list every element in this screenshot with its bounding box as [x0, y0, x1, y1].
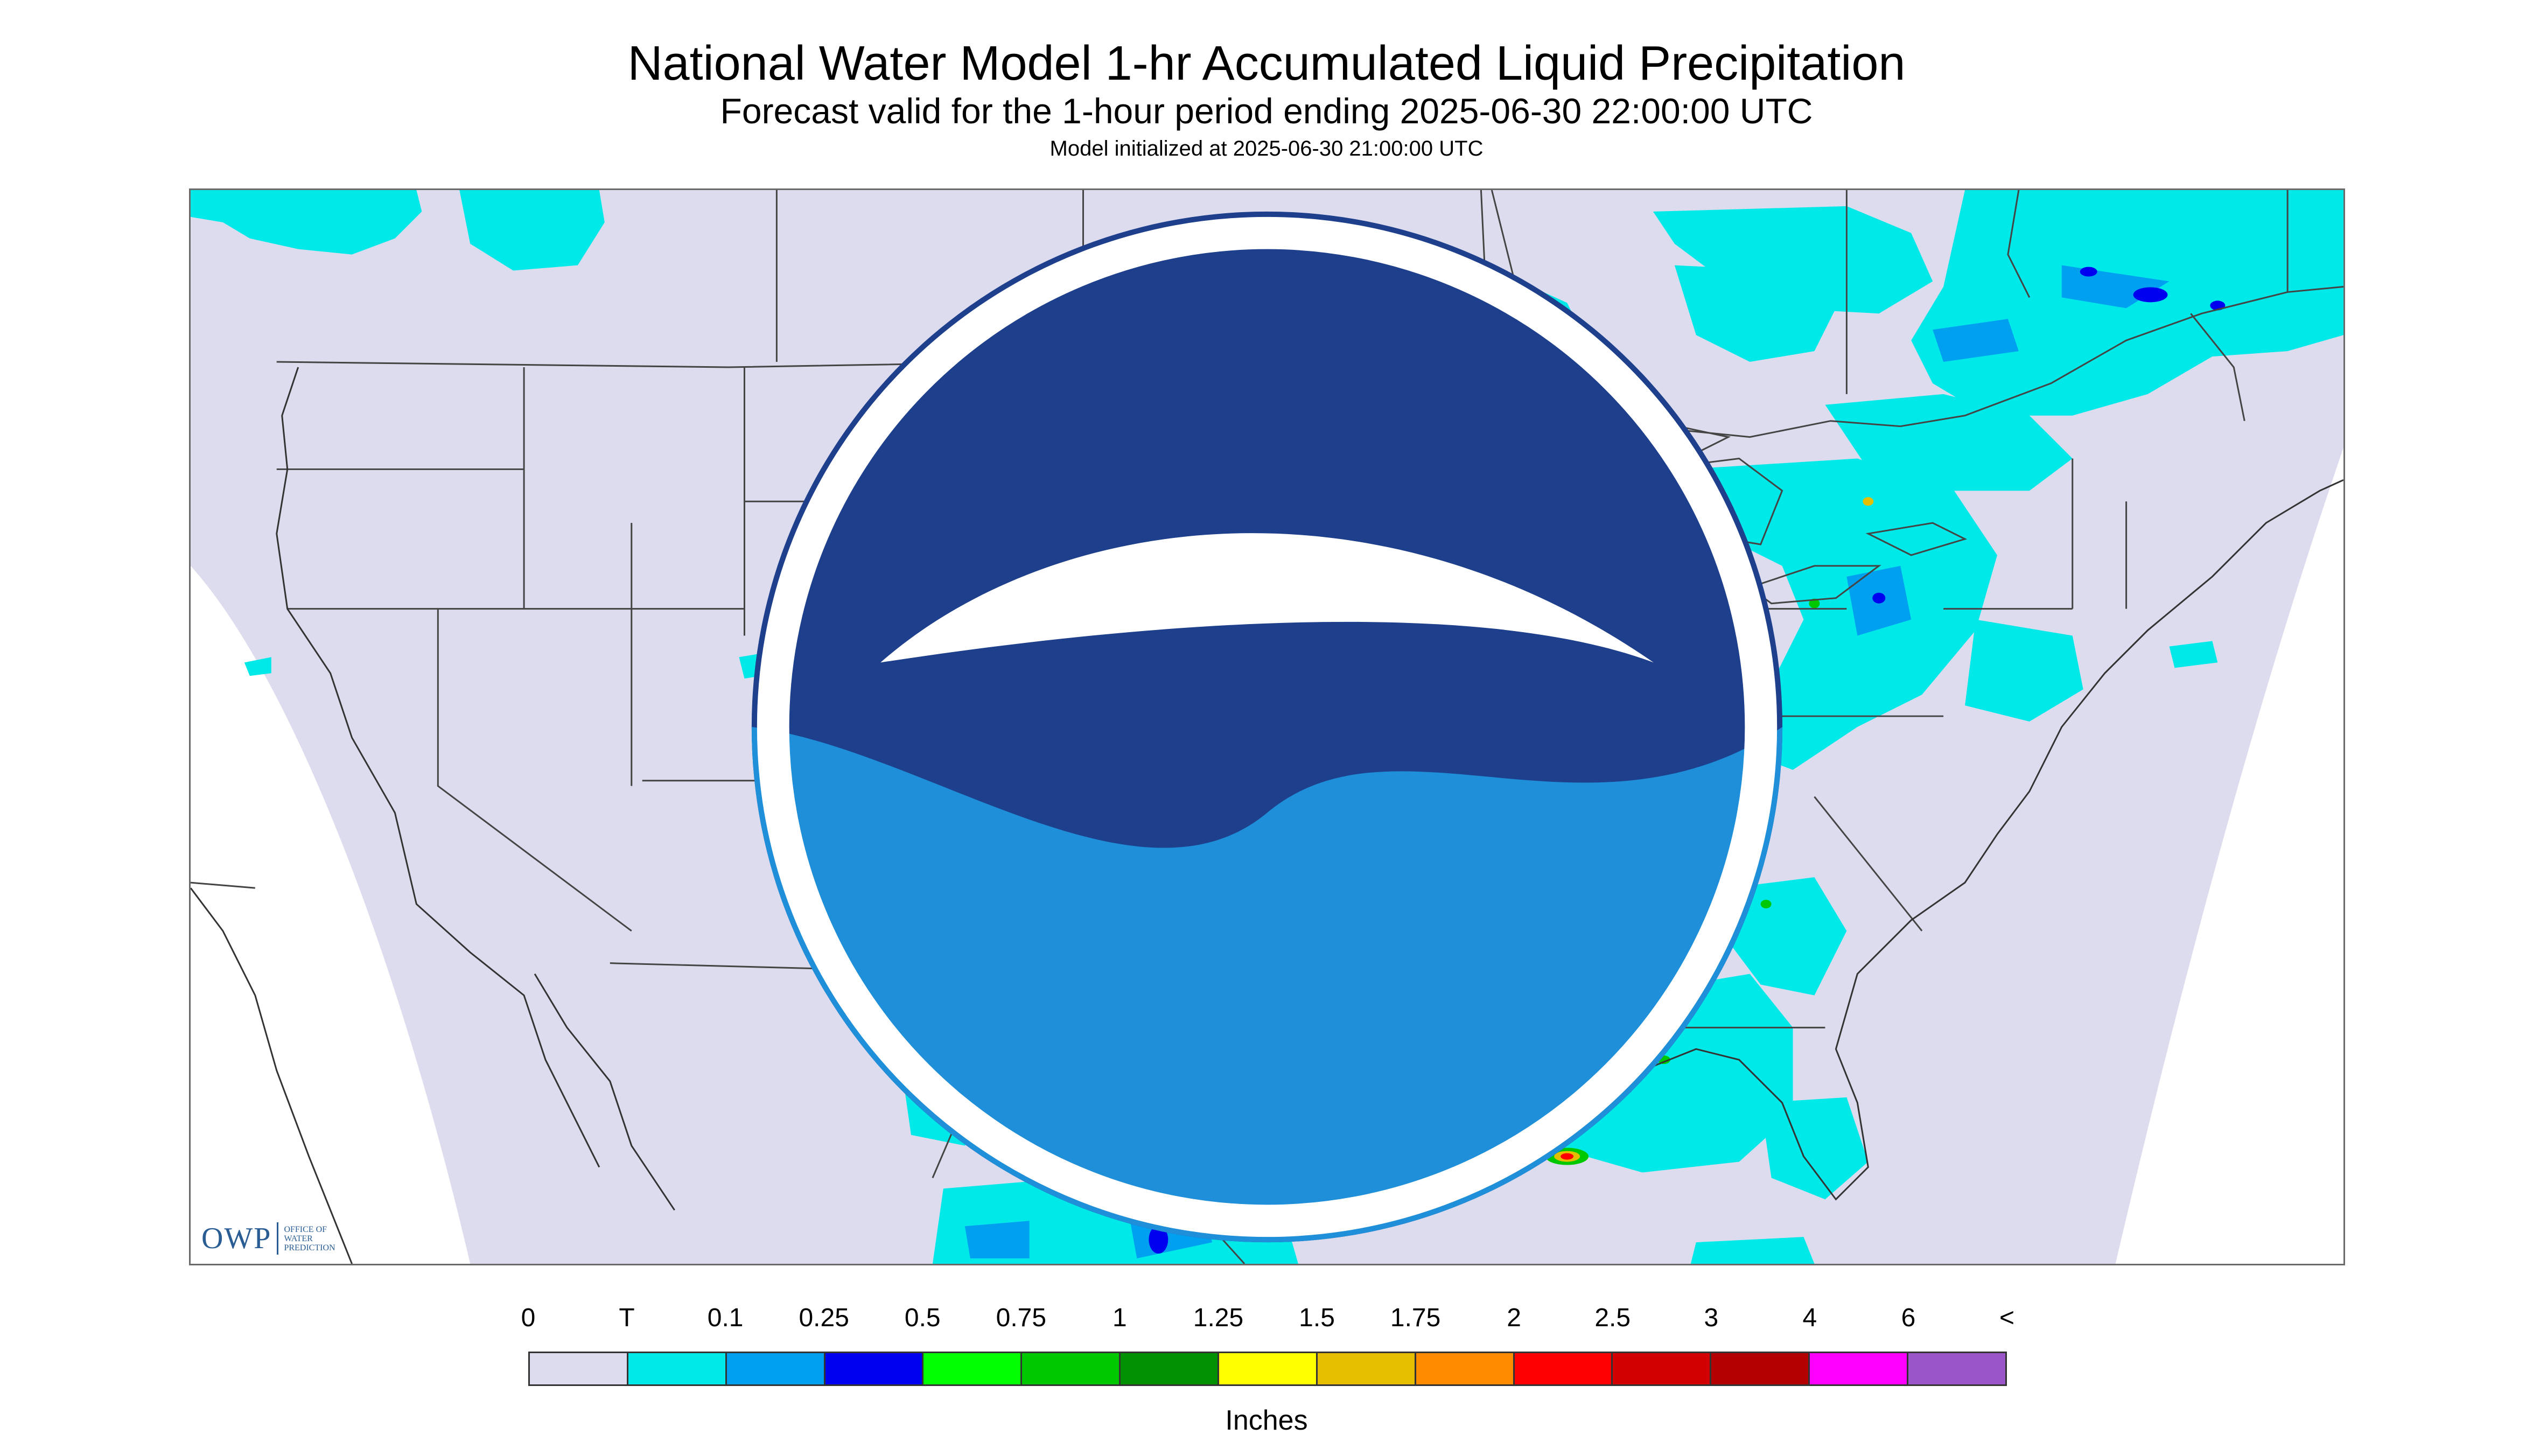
legend-color-cell: [1514, 1353, 1613, 1384]
legend-label: 0.25: [799, 1304, 849, 1332]
owp-logo-line: Prediction: [284, 1243, 335, 1252]
owp-logo-text: Office of Water Prediction: [284, 1225, 335, 1252]
noaa-icon: [751, 211, 1783, 1243]
legend-label: 0.75: [996, 1304, 1047, 1332]
legend-color-cell: [530, 1353, 628, 1384]
precipitation-map: OWP Office of Water Prediction: [189, 188, 2345, 1265]
legend-color-cell: [1121, 1353, 1220, 1384]
legend-color-cell: [923, 1353, 1023, 1384]
legend-colorbar: [528, 1352, 2007, 1386]
legend-label: 0.1: [707, 1304, 744, 1332]
forecast-valid-subtitle: Forecast valid for the 1-hour period end…: [720, 91, 1813, 131]
legend-label: 0: [521, 1304, 536, 1332]
legend-color-cell: [1317, 1353, 1416, 1384]
legend-color-cell: [1810, 1353, 1909, 1384]
legend-color-cell: [1416, 1353, 1515, 1384]
owp-logo-mark: OWP: [201, 1222, 279, 1255]
legend-color-cell: [1613, 1353, 1712, 1384]
legend-label: 2: [1507, 1304, 1522, 1332]
legend-label: 1.25: [1193, 1304, 1244, 1332]
model-init-line: Model initialized at 2025-06-30 21:00:00…: [1049, 137, 1484, 160]
legend-label: 1.75: [1390, 1304, 1441, 1332]
legend-color-cell: [1219, 1353, 1318, 1384]
legend-color-cell: [825, 1353, 924, 1384]
map-title: National Water Model 1-hr Accumulated Li…: [627, 37, 1906, 90]
legend-label: 2.5: [1594, 1304, 1631, 1332]
legend-units: Inches: [1225, 1405, 1308, 1436]
legend-label: 4: [1802, 1304, 1817, 1332]
legend-label: 3: [1704, 1304, 1719, 1332]
legend-labels: 0 T 0.1 0.25 0.5 0.75 1 1.25 1.5 1.75 2 2.5 3 4 6 <: [521, 1302, 2014, 1334]
owp-logo-line: Office of: [284, 1224, 327, 1234]
legend-color-cell: [726, 1353, 825, 1384]
legend-color-cell: [1022, 1353, 1121, 1384]
legend-color-cell: [628, 1353, 727, 1384]
legend-label: 1.5: [1299, 1304, 1335, 1332]
legend-color-cell: [1908, 1353, 2005, 1384]
legend-label: 6: [1901, 1304, 1916, 1332]
legend-label: <: [1999, 1304, 2015, 1332]
legend-color-cell: [1711, 1353, 1810, 1384]
owp-logo-line: Water: [284, 1234, 313, 1243]
legend-label: 0.5: [904, 1304, 941, 1332]
owp-logo: OWP Office of Water Prediction: [201, 1221, 335, 1256]
legend-label: 1: [1112, 1304, 1127, 1332]
legend-label: T: [619, 1304, 635, 1332]
canada-boundaries: [1491, 190, 2245, 422]
